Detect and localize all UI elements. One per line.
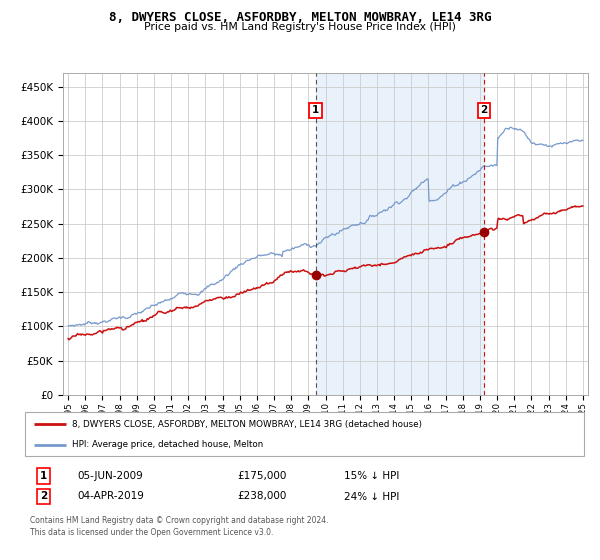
Text: Contains HM Land Registry data © Crown copyright and database right 2024.: Contains HM Land Registry data © Crown c… bbox=[29, 516, 328, 525]
Text: £175,000: £175,000 bbox=[237, 471, 287, 480]
Text: Price paid vs. HM Land Registry's House Price Index (HPI): Price paid vs. HM Land Registry's House … bbox=[144, 22, 456, 32]
Text: £238,000: £238,000 bbox=[237, 492, 287, 501]
Text: 15% ↓ HPI: 15% ↓ HPI bbox=[344, 471, 399, 480]
Text: 8, DWYERS CLOSE, ASFORDBY, MELTON MOWBRAY, LE14 3RG (detached house): 8, DWYERS CLOSE, ASFORDBY, MELTON MOWBRA… bbox=[71, 419, 422, 428]
Text: HPI: Average price, detached house, Melton: HPI: Average price, detached house, Melt… bbox=[71, 440, 263, 449]
FancyBboxPatch shape bbox=[25, 413, 584, 455]
Text: 8, DWYERS CLOSE, ASFORDBY, MELTON MOWBRAY, LE14 3RG: 8, DWYERS CLOSE, ASFORDBY, MELTON MOWBRA… bbox=[109, 11, 491, 24]
Text: 24% ↓ HPI: 24% ↓ HPI bbox=[344, 492, 399, 501]
Bar bbox=[316, 73, 484, 395]
Text: 2: 2 bbox=[40, 492, 47, 501]
Text: 04-APR-2019: 04-APR-2019 bbox=[77, 492, 144, 501]
Text: 1: 1 bbox=[312, 105, 319, 115]
Text: 1: 1 bbox=[40, 471, 47, 480]
Text: 2: 2 bbox=[481, 105, 488, 115]
Text: 05-JUN-2009: 05-JUN-2009 bbox=[77, 471, 143, 480]
Text: This data is licensed under the Open Government Licence v3.0.: This data is licensed under the Open Gov… bbox=[29, 528, 273, 536]
